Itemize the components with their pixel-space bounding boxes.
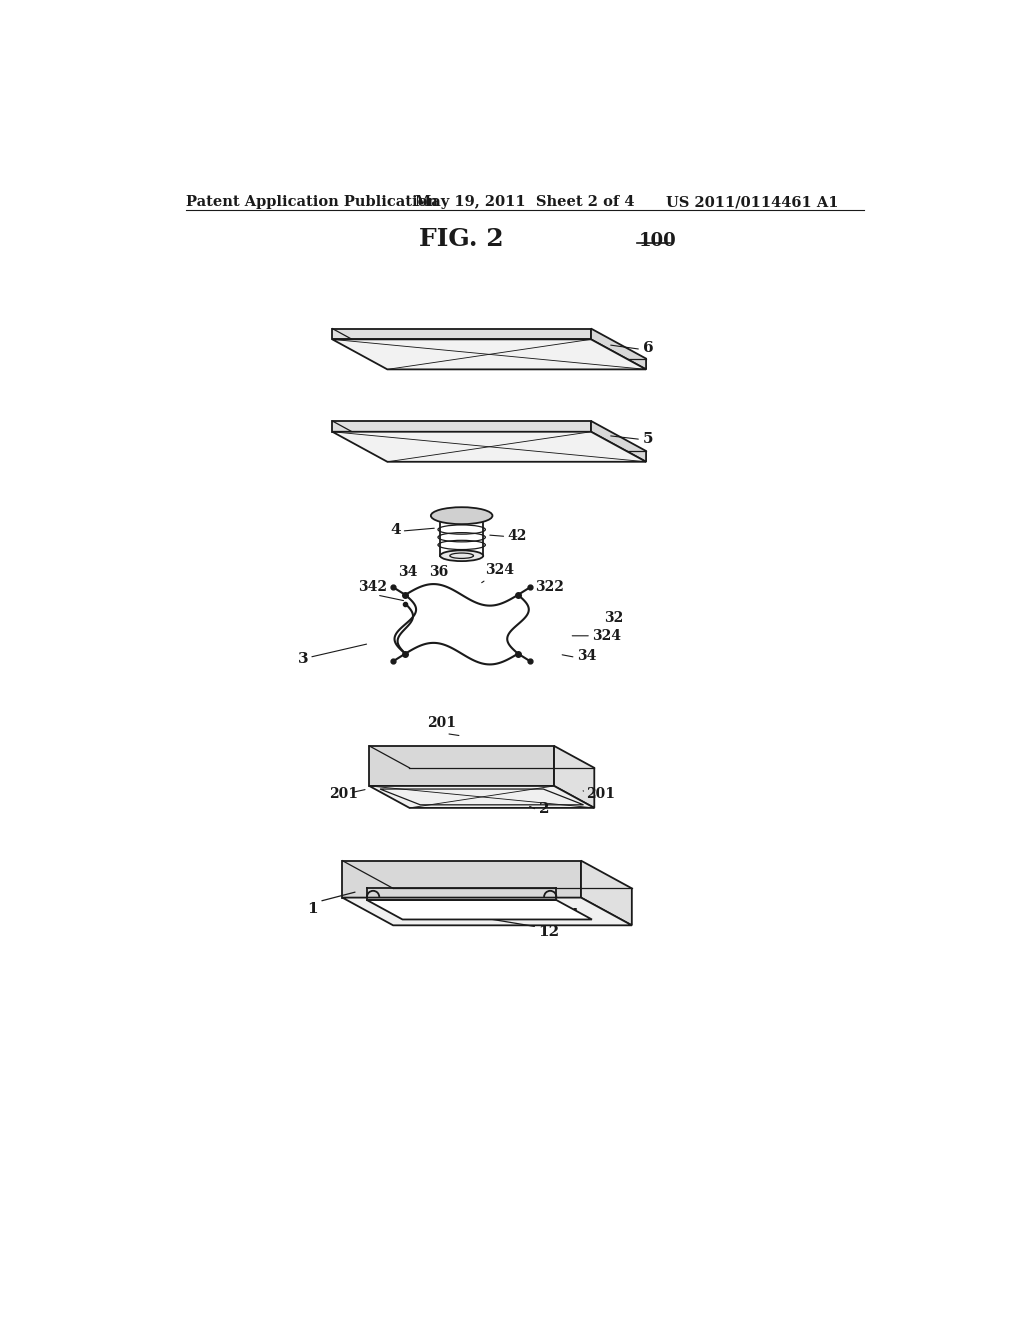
Polygon shape (342, 861, 581, 898)
Text: 42: 42 (508, 528, 527, 543)
Polygon shape (370, 746, 554, 785)
Text: US 2011/0114461 A1: US 2011/0114461 A1 (666, 195, 839, 210)
Text: 32: 32 (604, 611, 624, 624)
Polygon shape (591, 421, 646, 462)
Text: 201: 201 (587, 787, 615, 800)
Polygon shape (333, 432, 646, 462)
Polygon shape (581, 861, 632, 925)
Text: 12: 12 (539, 925, 560, 939)
Text: 342: 342 (357, 581, 387, 594)
Text: 5: 5 (643, 433, 653, 446)
Text: Patent Application Publication: Patent Application Publication (186, 195, 438, 210)
Text: 322: 322 (535, 581, 563, 594)
Polygon shape (342, 898, 632, 925)
Text: 201: 201 (427, 715, 456, 730)
Text: FIG. 2: FIG. 2 (420, 227, 504, 251)
Text: 1: 1 (307, 902, 318, 916)
Text: 34: 34 (578, 649, 597, 664)
Text: 14: 14 (558, 908, 580, 923)
Text: 34: 34 (398, 565, 418, 578)
Polygon shape (333, 329, 591, 339)
Text: May 19, 2011  Sheet 2 of 4: May 19, 2011 Sheet 2 of 4 (416, 195, 635, 210)
Polygon shape (333, 421, 591, 432)
Ellipse shape (431, 507, 493, 524)
Text: 324: 324 (484, 564, 514, 577)
Text: 2: 2 (539, 803, 549, 816)
Text: 3: 3 (298, 652, 309, 665)
Polygon shape (370, 785, 594, 808)
Text: 201: 201 (330, 787, 358, 800)
Polygon shape (333, 339, 646, 370)
Text: 36: 36 (429, 565, 449, 578)
Ellipse shape (440, 550, 483, 561)
Polygon shape (591, 329, 646, 370)
Polygon shape (367, 900, 592, 920)
Text: 4: 4 (391, 523, 401, 537)
Text: 6: 6 (643, 342, 653, 355)
Text: 100: 100 (639, 231, 677, 249)
Polygon shape (554, 746, 594, 808)
Text: 324: 324 (593, 628, 622, 643)
